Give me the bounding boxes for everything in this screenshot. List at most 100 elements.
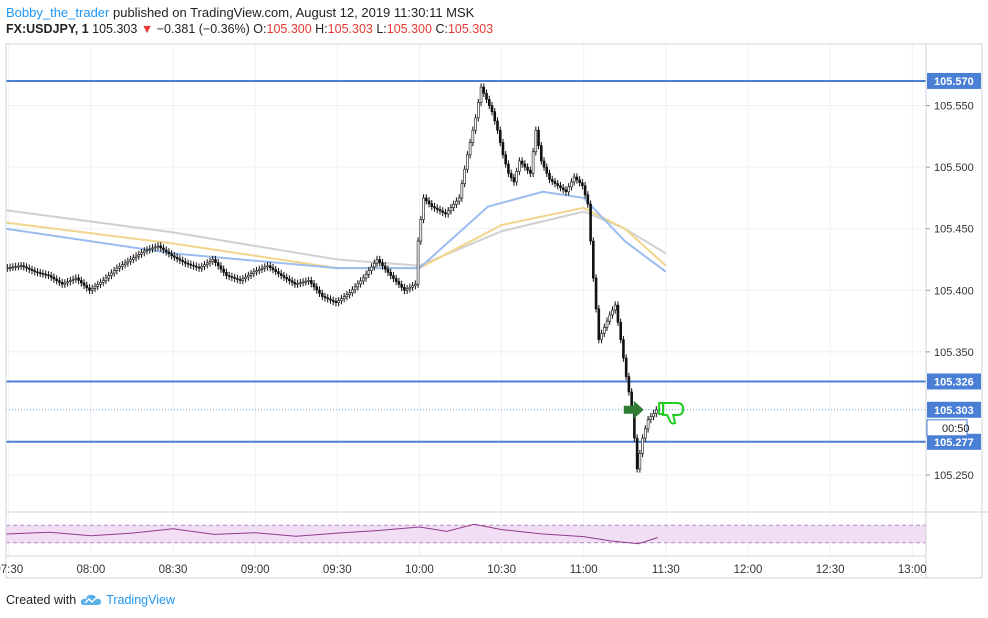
arrow-right-icon: [623, 400, 644, 419]
candle-body: [236, 278, 239, 280]
candle-body: [238, 279, 242, 281]
candle-body: [394, 278, 398, 282]
candle-body: [301, 281, 305, 284]
time-axis[interactable]: 07:30 08:00 08:30 09:00 09:30 10:00 10:30 11:00…: [0, 564, 927, 576]
candle-body: [30, 269, 34, 271]
candle-body: [556, 183, 560, 186]
candle-body: [312, 283, 316, 288]
candle-body: [362, 277, 365, 282]
candle-body: [323, 296, 327, 299]
candle-body: [592, 240, 595, 279]
candle-body: [463, 168, 466, 184]
candle-body: [162, 247, 165, 251]
candle-body: [77, 277, 80, 281]
candle-body: [173, 255, 176, 258]
candle-body: [33, 270, 37, 273]
candle-body: [518, 160, 521, 172]
candle-body: [392, 275, 395, 279]
candle-body: [414, 283, 417, 286]
candle-body: [290, 280, 294, 283]
candle-body: [274, 269, 278, 272]
candle-body: [378, 259, 382, 264]
candle-body: [597, 308, 601, 340]
candle-body: [460, 183, 464, 199]
candle-body: [293, 282, 297, 285]
candle-body: [44, 273, 48, 276]
candle-body: [123, 262, 127, 265]
candle-body: [512, 177, 516, 183]
candle-body: [586, 194, 590, 205]
candle-body: [85, 285, 89, 289]
time-tick-label: 12:30: [816, 564, 845, 576]
chart-canvas[interactable]: 105.550 105.500 105.450 105.400 105.350 105.2…: [0, 0, 988, 590]
candle-body: [523, 163, 527, 168]
candle-body: [485, 92, 488, 100]
candle-body: [140, 252, 143, 255]
symbol-label[interactable]: FX:USDJPY, 1: [6, 22, 89, 36]
time-tick-label: 11:00: [570, 564, 598, 576]
price-badge: [927, 401, 981, 418]
candle-body: [641, 437, 644, 454]
candle-body: [446, 210, 450, 215]
candle-body: [222, 268, 225, 273]
moving-average-line: [5, 209, 667, 267]
candle-body: [537, 129, 540, 146]
candle-body: [38, 272, 42, 274]
annotations[interactable]: [623, 400, 685, 425]
candle-body: [159, 245, 163, 249]
candle-body: [41, 273, 45, 275]
candle-body: [107, 275, 110, 279]
candle-body: [153, 246, 157, 249]
candle-body: [288, 278, 291, 282]
last-price: 105.303: [92, 22, 138, 36]
candle-body: [255, 270, 258, 273]
candle-body: [110, 272, 113, 276]
candle-body: [142, 250, 146, 253]
time-tick-label: 09:30: [323, 564, 352, 576]
candle-body: [424, 197, 428, 202]
candle-body: [627, 376, 631, 393]
candle-body: [88, 287, 91, 291]
candle-body: [200, 266, 204, 269]
candle-body: [449, 207, 453, 212]
candle-body: [320, 292, 324, 297]
candle-body: [490, 105, 494, 113]
candle-body: [411, 285, 414, 288]
candle-body: [367, 270, 371, 275]
candle-body: [326, 297, 330, 300]
candle-body: [630, 391, 633, 408]
candle-body: [337, 300, 340, 303]
time-tick-label: 12:00: [734, 564, 763, 576]
candle-body: [493, 111, 497, 122]
candle-body: [435, 207, 439, 210]
author-name[interactable]: Bobby_the_trader: [6, 5, 110, 20]
price-badge-label: 105.326: [934, 376, 974, 388]
candle-body: [151, 247, 154, 250]
candle-body: [307, 280, 310, 282]
price-badge: [927, 433, 981, 450]
candle-body: [534, 129, 538, 153]
tradingview-brand[interactable]: TradingView: [106, 593, 175, 607]
candle-body: [156, 245, 160, 248]
candle-body: [63, 282, 67, 285]
horizontal-levels[interactable]: [6, 79, 926, 443]
candle-body: [132, 257, 135, 260]
candle-body: [164, 249, 168, 253]
candle-body: [477, 102, 480, 119]
candle-body: [646, 419, 650, 430]
candle-body: [241, 278, 245, 281]
candle-body: [211, 259, 215, 262]
price-badge-label: 105.303: [934, 405, 974, 417]
candle-body: [471, 129, 475, 143]
candle-body: [134, 255, 138, 259]
candle-body: [594, 277, 598, 310]
candle-body: [452, 204, 455, 208]
thumbs-down-cuff: [658, 402, 665, 416]
candle-body: [79, 280, 83, 284]
candle-body: [359, 280, 362, 285]
candle-body: [539, 145, 543, 162]
candle-body: [184, 261, 187, 264]
candle-body: [427, 200, 431, 204]
price-axis[interactable]: 105.550 105.500 105.450 105.400 105.350 105.2…: [926, 72, 981, 482]
candle-body: [216, 262, 220, 267]
